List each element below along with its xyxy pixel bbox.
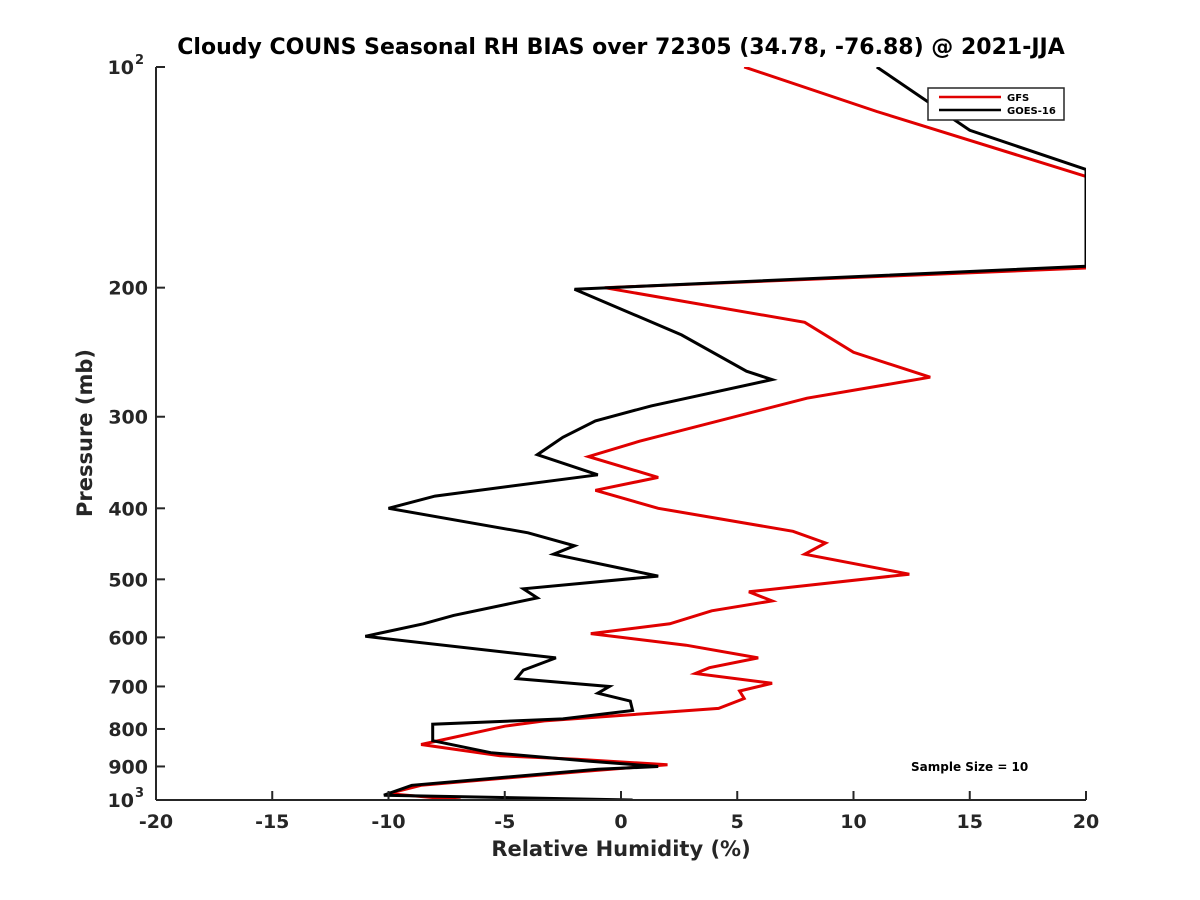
y-tick-label: 700: [108, 676, 148, 698]
legend-label-goes16: GOES-16: [1007, 106, 1056, 117]
y-tick-label: 400: [108, 498, 148, 520]
x-tick-label: 10: [840, 811, 866, 833]
x-tick-label: 5: [731, 811, 744, 833]
series-gfs: [388, 67, 1086, 800]
y-tick-exponent: 3: [135, 786, 144, 801]
x-tick-label: -10: [371, 811, 405, 833]
y-tick-label: 800: [108, 719, 148, 741]
x-tick-label: -15: [255, 811, 289, 833]
y-tick-label: 10: [108, 790, 134, 812]
y-tick-label: 500: [108, 569, 148, 591]
plot-area: [156, 67, 1086, 800]
y-tick-label: 10: [108, 57, 134, 79]
x-tick-label: 20: [1073, 811, 1099, 833]
y-tick-label: 900: [108, 756, 148, 778]
y-tick-label: 600: [108, 627, 148, 649]
y-tick-exponent: 2: [135, 53, 144, 68]
x-axis-ticks: -20 -15 -10 -5 0 5 10 15 20: [139, 791, 1099, 833]
x-tick-label: -5: [494, 811, 515, 833]
legend: GFS GOES-16: [927, 87, 1065, 121]
y-tick-label: 200: [108, 278, 148, 300]
x-tick-label: 0: [614, 811, 627, 833]
series-goes-16: [364, 67, 1086, 800]
series-line-gfs: [388, 67, 1086, 800]
series-layer: [364, 67, 1086, 800]
y-tick-label: 300: [108, 407, 148, 429]
series-line-goes-16: [364, 67, 1086, 800]
x-axis-label: Relative Humidity (%): [491, 837, 750, 861]
chart-title: Cloudy COUNS Seasonal RH BIAS over 72305…: [177, 35, 1064, 60]
x-tick-label: -20: [139, 811, 173, 833]
legend-label-gfs: GFS: [1007, 93, 1029, 104]
x-tick-label: 15: [957, 811, 983, 833]
legend-box: [927, 87, 1065, 121]
y-axis-label: Pressure (mb): [73, 349, 97, 517]
sample-size-annotation: Sample Size = 10: [911, 760, 1028, 774]
